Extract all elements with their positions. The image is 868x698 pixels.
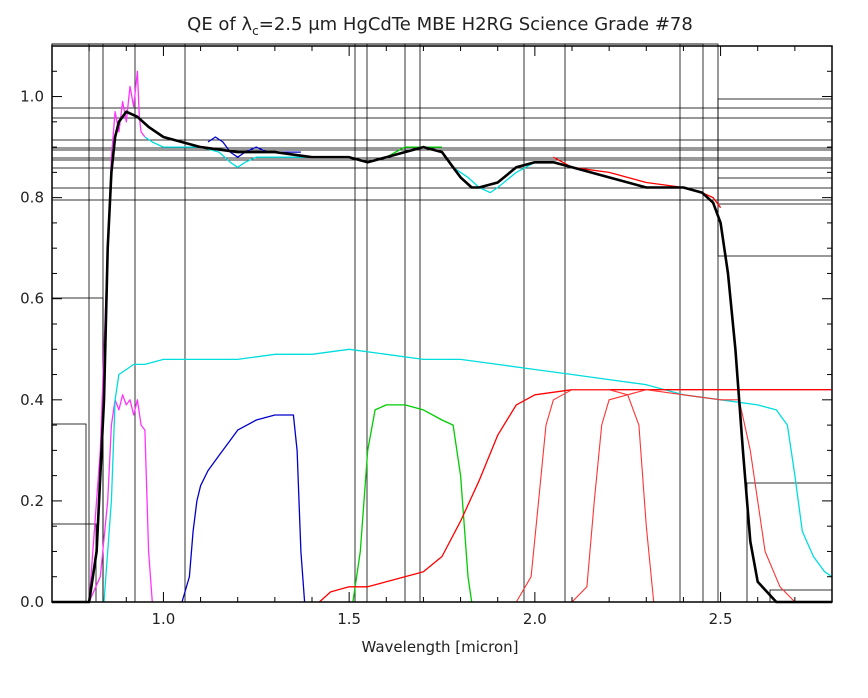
y-tick-label: 0.4 <box>20 391 44 409</box>
overlay-box-0 <box>51 43 90 603</box>
overlay-box-2 <box>51 43 136 603</box>
series-line-6 <box>352 404 473 603</box>
axis-ticks: 1.0 1.5 2.0 2.5 0.0 0.2 0.4 0.6 0.8 1.0 <box>20 45 833 628</box>
y-tick-label: 1.0 <box>20 88 44 106</box>
x-tick-label: 2.0 <box>523 610 547 628</box>
x-tick-label: 1.5 <box>337 610 361 628</box>
overlay-box-16 <box>51 149 833 189</box>
overlay-box-21 <box>51 423 87 603</box>
overlay-box-7 <box>51 43 421 603</box>
x-axis-label: Wavelength [micron] <box>361 638 518 656</box>
overlay-box-17 <box>51 159 833 201</box>
x-tick-label: 2.5 <box>709 610 733 628</box>
series-line-0 <box>88 394 153 603</box>
series-layer <box>52 70 833 604</box>
series-line-10 <box>571 389 796 603</box>
x-tick-label: 1.0 <box>151 610 175 628</box>
series-line-8 <box>318 389 832 603</box>
overlay-box-grid <box>51 43 833 603</box>
series-line-9 <box>515 389 655 603</box>
overlay-box-8 <box>51 43 525 603</box>
overlay-box-9 <box>51 43 566 603</box>
overlay-box-13 <box>51 107 833 149</box>
chart-title: QE of λc=2.5 μm HgCdTe MBE H2RG Science … <box>187 14 693 38</box>
y-tick-label: 0.0 <box>20 593 44 611</box>
y-tick-label: 0.8 <box>20 189 44 207</box>
overlay-box-18 <box>717 98 833 257</box>
plot-frame <box>51 45 833 603</box>
overlay-box-24 <box>769 589 833 603</box>
overlay-box-10 <box>51 43 681 603</box>
series-line-12 <box>52 110 832 604</box>
series-line-4 <box>181 414 306 603</box>
y-tick-label: 0.2 <box>20 492 44 510</box>
y-tick-label: 0.6 <box>20 290 44 308</box>
series-line-2 <box>103 348 833 603</box>
